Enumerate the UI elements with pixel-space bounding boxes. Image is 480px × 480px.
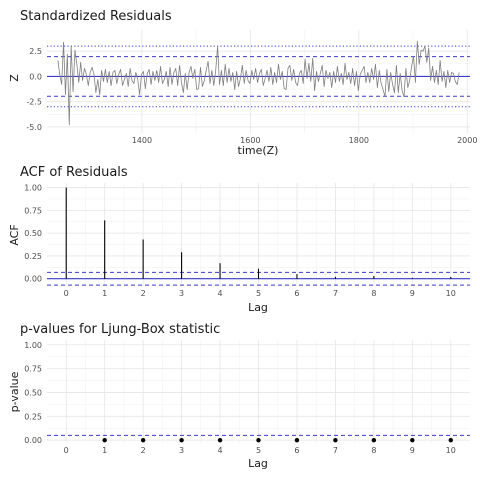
y-tick-label: 0.50 [24, 229, 42, 238]
residuals-y-label: Z [8, 74, 21, 82]
p-value-point [333, 437, 338, 443]
y-tick-label: 0.00 [24, 275, 42, 284]
ljung-box-grid [47, 340, 470, 443]
acf-x-label: Lag [248, 301, 268, 314]
x-tick-label: 0 [64, 289, 69, 298]
p-value-point [448, 437, 453, 443]
x-tick-label: 9 [410, 289, 415, 298]
p-value-point [410, 437, 415, 443]
p-value-point [371, 437, 377, 443]
acf-title: ACF of Residuals [20, 165, 128, 180]
y-tick-label: 0.50 [24, 388, 42, 397]
y-tick-label: -5.0 [26, 123, 42, 132]
residuals-x-label: time(Z) [238, 144, 279, 157]
x-tick-label: 5 [256, 446, 261, 455]
x-tick-label: 10 [446, 446, 456, 455]
y-tick-label: 0.25 [24, 252, 42, 261]
x-tick-label: 1 [102, 289, 107, 298]
p-value-point [102, 437, 107, 443]
ljung-box-x-label: Lag [248, 457, 268, 470]
x-tick-label: 5 [256, 289, 261, 298]
ljung-box-x-ticks: 0 1 2 3 4 5 6 7 8 9 10 [64, 446, 456, 455]
acf-bars [65, 187, 452, 279]
residuals-title: Standardized Residuals [20, 9, 172, 24]
p-value-point [179, 437, 184, 443]
acf-y-ticks: 0.00 0.25 0.50 0.75 1.00 [24, 184, 42, 284]
x-tick-label: 6 [294, 289, 299, 298]
x-tick-label: 2 [141, 289, 146, 298]
x-tick-label: 1800 [349, 136, 369, 145]
x-tick-label: 1 [102, 446, 107, 455]
y-tick-label: 2.5 [29, 47, 42, 56]
y-tick-label: 1.00 [24, 341, 42, 350]
x-tick-label: 3 [179, 289, 184, 298]
p-value-point [140, 437, 146, 443]
x-tick-label: 3 [179, 446, 184, 455]
residuals-y-ticks: -5.0 -2.5 0.0 2.5 [26, 47, 42, 132]
residual-series-line [57, 40, 460, 126]
p-value-point [217, 437, 223, 443]
x-tick-label: 9 [410, 446, 415, 455]
x-tick-label: 1400 [132, 136, 152, 145]
x-tick-label: 7 [333, 289, 338, 298]
x-tick-label: 7 [333, 446, 338, 455]
residuals-series [57, 40, 460, 126]
y-tick-label: 1.00 [24, 184, 42, 193]
x-tick-label: 2 [141, 446, 146, 455]
residuals-panel: Standardized Residuals -5.0 -2.5 0.0 2.5 14… [8, 9, 477, 157]
acf-x-ticks: 0 1 2 3 4 5 6 7 8 9 10 [64, 289, 456, 298]
ljung-box-y-label: p-value [8, 371, 21, 412]
ljung-box-y-ticks: 0.00 0.25 0.50 0.75 1.00 [24, 341, 42, 445]
y-tick-label: 0.0 [29, 72, 42, 81]
acf-y-label: ACF [8, 224, 21, 245]
p-value-point [256, 437, 261, 443]
ljung-box-panel: p-values for Ljung-Box statistic 0.00 0.2… [8, 322, 470, 470]
ljung-box-points [102, 437, 453, 443]
x-tick-label: 8 [371, 289, 376, 298]
y-tick-label: -2.5 [26, 98, 42, 107]
p-value-point [294, 437, 300, 443]
x-tick-label: 1600 [240, 136, 260, 145]
x-tick-label: 8 [371, 446, 376, 455]
x-tick-label: 0 [64, 446, 69, 455]
y-tick-label: 0.75 [24, 365, 42, 374]
residuals-x-ticks: 1400 1600 1800 2000 [132, 136, 478, 145]
y-tick-label: 0.75 [24, 206, 42, 215]
x-tick-label: 4 [217, 446, 222, 455]
ljung-box-title: p-values for Ljung-Box statistic [20, 322, 220, 337]
x-tick-label: 10 [446, 289, 456, 298]
y-tick-label: 0.00 [24, 436, 42, 445]
x-tick-label: 2000 [457, 136, 477, 145]
y-tick-label: 0.25 [24, 412, 42, 421]
x-tick-label: 4 [217, 289, 222, 298]
x-tick-label: 6 [294, 446, 299, 455]
acf-panel: ACF of Residuals 0.00 0.25 0.50 0.75 1.00 0 1… [8, 165, 470, 314]
